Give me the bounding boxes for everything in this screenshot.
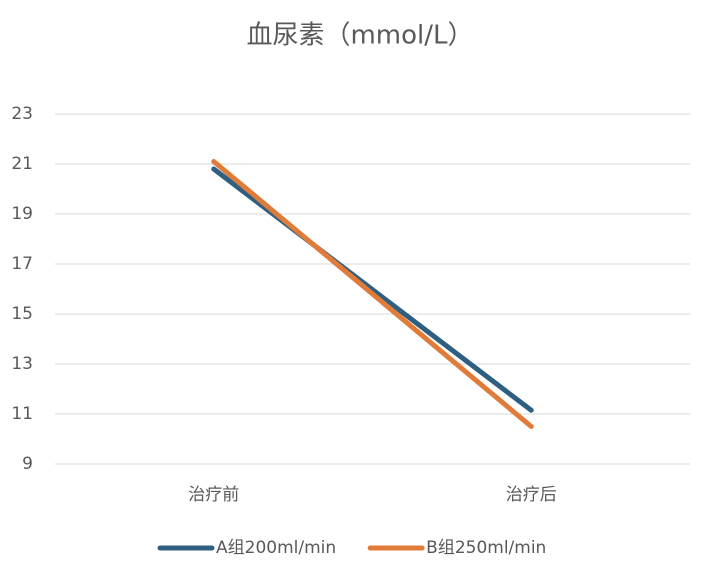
series-line — [211, 166, 534, 413]
x-tick-label: 治疗后 — [506, 485, 557, 505]
y-tick-label: 17 — [11, 254, 33, 274]
y-tick-label: 13 — [11, 354, 33, 374]
legend-label: A组200ml/min — [216, 538, 336, 558]
y-tick-label: 15 — [11, 304, 33, 324]
y-tick-label: 21 — [11, 154, 33, 174]
y-tick-label: 23 — [11, 104, 33, 124]
y-tick-label: 9 — [22, 454, 33, 474]
series-line — [211, 159, 534, 429]
x-tick-label: 治疗前 — [188, 485, 239, 505]
y-tick-label: 19 — [11, 204, 33, 224]
y-tick-label: 11 — [11, 404, 33, 424]
legend-label: B组250ml/min — [426, 538, 546, 558]
chart-title: 血尿素（mmol/L） — [246, 21, 473, 51]
